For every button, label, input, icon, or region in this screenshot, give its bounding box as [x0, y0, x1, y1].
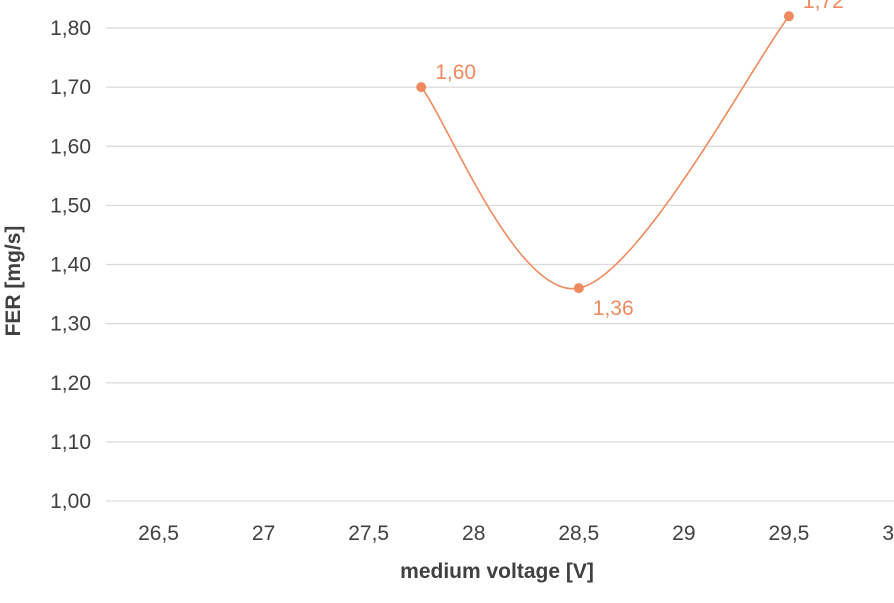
x-tick-label: 26,5 [138, 522, 179, 545]
data-point [573, 283, 584, 294]
y-axis-ticks: 1,00 1,10 1,20 1,30 1,40 1,50 1,60 1,70 1,80 [50, 17, 91, 513]
x-tick-label: 27 [252, 522, 275, 545]
data-label: 1,60 [435, 61, 476, 84]
data-label: 1,72 [803, 0, 844, 13]
y-axis-title: FER [mg/s] [2, 226, 25, 337]
y-tick-label: 1,00 [50, 490, 91, 513]
data-point [416, 82, 427, 93]
data-label: 1,36 [593, 297, 634, 320]
data-point [783, 11, 794, 22]
series-group: 1,60 1,36 1,72 [416, 0, 844, 320]
x-tick-label: 29,5 [768, 522, 809, 545]
x-tick-label: 28 [462, 522, 485, 545]
y-tick-label: 1,80 [50, 17, 91, 40]
x-axis-ticks: 26,5 27 27,5 28 28,5 29 29,5 30 [138, 522, 894, 545]
y-tick-label: 1,30 [50, 313, 91, 336]
y-tick-label: 1,50 [50, 194, 91, 217]
x-tick-label: 30 [882, 522, 894, 545]
y-tick-label: 1,40 [50, 254, 91, 277]
x-tick-label: 27,5 [348, 522, 389, 545]
gridlines [106, 27, 894, 502]
y-tick-label: 1,60 [50, 135, 91, 158]
x-axis-title: medium voltage [V] [400, 560, 594, 583]
y-tick-label: 1,20 [50, 372, 91, 395]
series-line [420, 15, 790, 290]
y-tick-label: 1,70 [50, 76, 91, 99]
x-tick-label: 28,5 [558, 522, 599, 545]
x-tick-label: 29 [672, 522, 695, 545]
y-tick-label: 1,10 [50, 431, 91, 454]
